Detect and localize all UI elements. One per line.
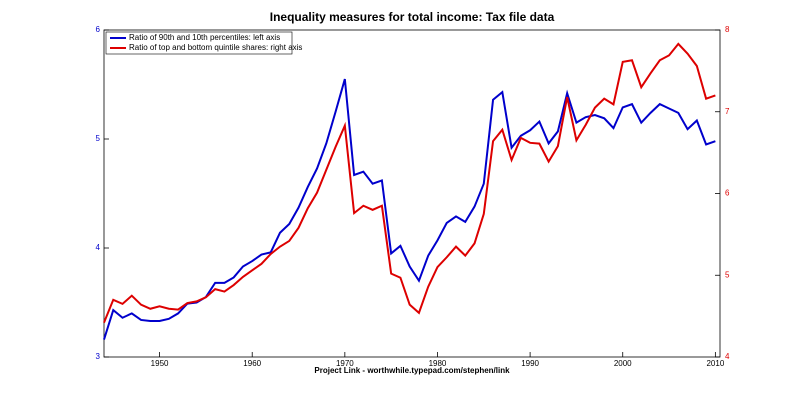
legend-label: Ratio of top and bottom quintile shares:… — [129, 43, 302, 52]
footer: Project Link - worthwhile.typepad.com/st… — [314, 366, 510, 375]
legend-box — [105, 31, 293, 55]
y-tick-label: 5 — [96, 134, 101, 143]
y2-tick-label: 6 — [725, 189, 730, 198]
x-tick-label: 2000 — [614, 359, 632, 368]
y-tick-label: 6 — [96, 25, 101, 34]
series-line — [103, 78, 716, 340]
x-tick-label: 2010 — [706, 359, 724, 368]
chart-title: Inequality measures for total income: Ta… — [270, 10, 555, 24]
y2-tick-label: 7 — [725, 107, 730, 116]
legend-label: Ratio of 90th and 10th percentiles: left… — [129, 33, 280, 42]
x-tick-label: 1980 — [429, 359, 447, 368]
y2-tick-label: 8 — [725, 25, 730, 34]
y2-tick-label: 4 — [725, 352, 730, 361]
y-tick-label: 4 — [96, 243, 101, 252]
y-tick-label: 3 — [96, 352, 101, 361]
y2-tick-label: 5 — [725, 270, 730, 279]
x-tick-label: 1990 — [521, 359, 539, 368]
x-tick-label: 1960 — [243, 359, 261, 368]
x-tick-label: 1970 — [336, 359, 354, 368]
x-tick-label: 1950 — [151, 359, 169, 368]
series-line — [103, 42, 716, 324]
